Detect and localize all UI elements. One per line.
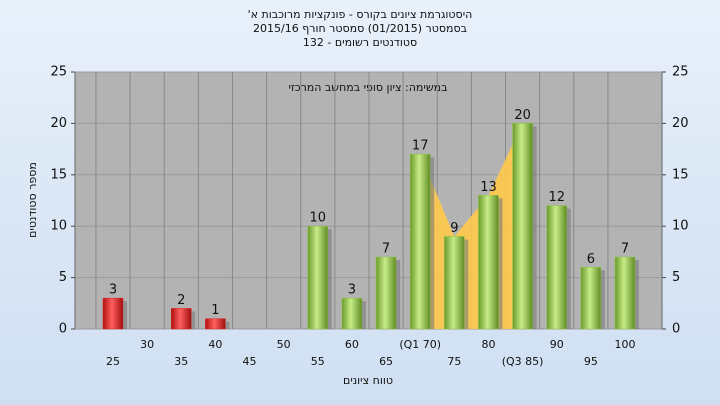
- bar: [205, 318, 226, 330]
- value-label: 7: [621, 242, 629, 257]
- bar-shadow: [361, 301, 366, 329]
- y-tick-label: 5: [59, 270, 67, 285]
- bar-shadow: [430, 157, 435, 329]
- bar-shadow: [191, 311, 196, 329]
- title-line: סטודנטים רשומים - 132: [303, 36, 417, 49]
- value-label: 2: [177, 293, 185, 308]
- x-tick-label: 75: [447, 355, 461, 368]
- x-tick-label: 55: [311, 355, 325, 368]
- x-axis-label: טווח ציונים: [343, 374, 393, 387]
- bar: [102, 297, 124, 330]
- value-label: 13: [480, 180, 497, 195]
- value-label: 20: [514, 108, 531, 123]
- x-tick-label: 65: [379, 355, 393, 368]
- value-label: 17: [412, 139, 429, 154]
- x-tick-label: 90: [550, 338, 564, 351]
- x-tick-label: 30: [140, 338, 154, 351]
- y2-tick-label: 20: [672, 116, 689, 131]
- bar-shadow: [396, 260, 401, 329]
- title-line: בסמסטר (01/2015) סמסטר חורף 2015/16: [253, 22, 467, 35]
- value-label: 9: [450, 221, 458, 236]
- x-tick-label: 50: [277, 338, 291, 351]
- bar-shadow: [464, 239, 469, 329]
- value-label: 7: [382, 242, 390, 257]
- bar-shadow: [498, 198, 503, 329]
- value-label: 6: [587, 252, 595, 267]
- bar: [546, 205, 567, 330]
- x-tick-label: 100: [615, 338, 636, 351]
- annotation: במשימה: ציון סופי במחשב המרכזי: [288, 81, 447, 94]
- y-tick-label: 0: [59, 322, 67, 337]
- y-tick-label: 15: [50, 167, 67, 182]
- bar: [375, 256, 397, 330]
- bar-shadow: [532, 126, 537, 330]
- y2-tick-label: 25: [672, 65, 689, 80]
- bar: [478, 195, 499, 330]
- bar-shadow: [225, 321, 230, 329]
- bar: [341, 297, 363, 330]
- y2-tick-label: 15: [672, 167, 689, 182]
- x-tick-label: 45: [243, 355, 257, 368]
- value-label: 1: [211, 303, 219, 318]
- y-tick-label: 25: [50, 65, 67, 80]
- y-axis-label: מספר סטודנטים: [26, 162, 39, 238]
- y2-tick-label: 10: [672, 219, 689, 234]
- y2-tick-label: 5: [672, 270, 680, 285]
- x-tick-label: 40: [208, 338, 222, 351]
- y-tick-label: 10: [50, 219, 67, 234]
- bar-shadow: [123, 301, 127, 329]
- bar-shadow: [566, 208, 571, 329]
- title-line: היסטוגרמת ציונים בקורס - פונקציות מרוכבו…: [248, 8, 473, 21]
- x-tick-label: (Q3 85): [502, 355, 544, 368]
- x-tick-label: 35: [174, 355, 188, 368]
- bar: [409, 153, 431, 330]
- x-tick-label: (Q1 70): [399, 338, 441, 351]
- bar: [444, 236, 465, 330]
- value-label: 10: [310, 211, 327, 226]
- x-tick-label: 80: [481, 338, 495, 351]
- bar-shadow: [600, 270, 605, 329]
- value-label: 3: [109, 283, 117, 298]
- x-tick-label: 60: [345, 338, 359, 351]
- bar: [307, 225, 329, 330]
- bar: [614, 256, 636, 330]
- x-tick-label: 95: [584, 355, 598, 368]
- bar: [512, 123, 533, 330]
- bar-shadow: [635, 260, 639, 329]
- value-label: 12: [548, 190, 565, 205]
- x-tick-label: 25: [106, 355, 120, 368]
- bar: [580, 267, 602, 330]
- y2-tick-label: 0: [672, 322, 680, 337]
- y-tick-label: 20: [50, 116, 67, 131]
- bar-shadow: [327, 229, 332, 329]
- value-label: 3: [348, 283, 356, 298]
- bar: [171, 308, 192, 330]
